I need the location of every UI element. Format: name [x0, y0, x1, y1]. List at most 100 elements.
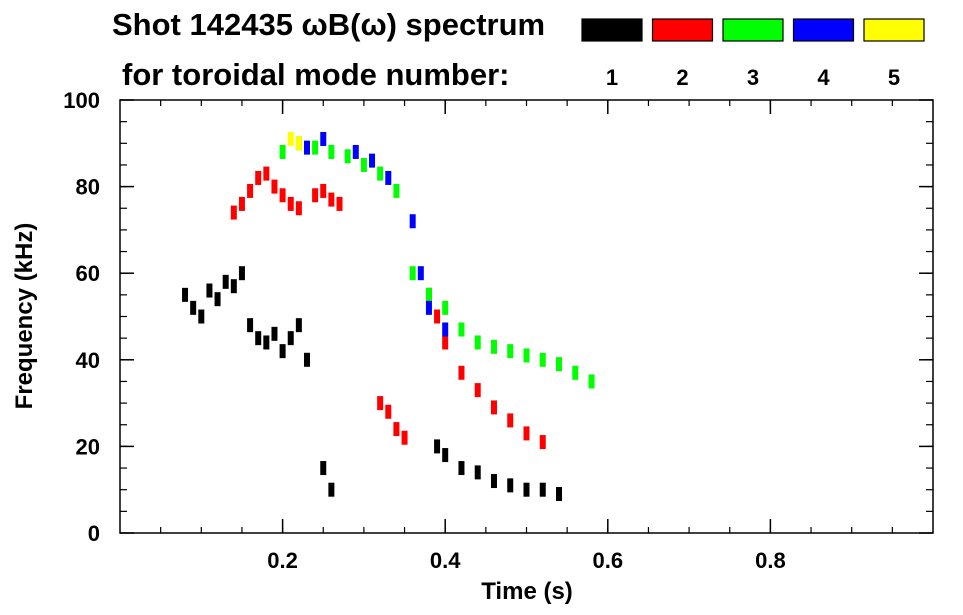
legend-label: 2	[676, 65, 688, 90]
spectrum-point	[507, 344, 514, 359]
spectrum-point	[442, 300, 449, 315]
y-tick-label: 0	[88, 521, 100, 546]
spectrum-point	[490, 339, 497, 354]
spectrum-point	[474, 335, 481, 350]
spectrum-point	[295, 318, 302, 333]
spectrum-point	[238, 266, 245, 281]
spectrum-point	[434, 439, 441, 454]
spectrum-point	[328, 482, 335, 497]
spectrum-point	[312, 188, 319, 203]
spectrum-point	[507, 413, 514, 428]
y-tick-label: 60	[76, 261, 100, 286]
spectrum-point	[490, 474, 497, 489]
spectrum-point	[425, 287, 432, 302]
spectrum-point	[417, 266, 424, 281]
spectrum-point	[247, 183, 254, 198]
spectrum-point	[238, 196, 245, 211]
spectrum-point	[279, 144, 286, 159]
spectrum-point	[377, 396, 384, 411]
spectrum-point	[182, 287, 189, 302]
spectrum-point	[507, 478, 514, 493]
spectrum-point	[539, 352, 546, 367]
y-tick-label: 40	[76, 348, 100, 373]
spectrum-point	[279, 188, 286, 203]
spectrum-point	[442, 448, 449, 463]
spectrum-point	[360, 157, 367, 172]
spectrum-point	[442, 335, 449, 350]
spectrum-point	[434, 309, 441, 324]
legend-label: 3	[747, 65, 759, 90]
plot-frame	[119, 99, 934, 534]
spectrum-point	[458, 322, 465, 337]
spectrum-point	[458, 461, 465, 476]
spectrum-point	[393, 183, 400, 198]
spectrum-point	[588, 374, 595, 389]
spectrum-point	[572, 365, 579, 380]
spectrum-point	[255, 170, 262, 185]
spectrum-point	[474, 383, 481, 398]
legend-label: 5	[888, 65, 900, 90]
spectrum-point	[230, 279, 237, 294]
chart-title: Shot 142435 ωB(ω) spectrum	[112, 7, 545, 42]
spectrum-point	[385, 170, 392, 185]
legend-swatch	[651, 18, 714, 42]
y-tick-label: 20	[76, 434, 100, 459]
spectrum-point	[409, 266, 416, 281]
spectrum-point	[336, 196, 343, 211]
legend-swatch	[792, 18, 855, 42]
spectrum-point	[287, 196, 294, 211]
spectrum-point	[377, 166, 384, 181]
spectrum-point	[320, 131, 327, 146]
spectrum-point	[271, 179, 278, 194]
data-marks	[182, 131, 595, 502]
spectrum-point	[474, 465, 481, 480]
legend-swatch	[581, 18, 643, 42]
spectrum-point	[385, 404, 392, 419]
spectrum-point	[401, 430, 408, 445]
spectrum-point	[206, 283, 213, 298]
spectrum-point	[230, 205, 237, 220]
spectrum-point	[328, 144, 335, 159]
spectrum-point	[539, 435, 546, 450]
legend-swatch	[863, 18, 925, 42]
spectrum-point	[523, 482, 530, 497]
y-tick-label: 100	[63, 88, 100, 113]
spectrum-point	[320, 183, 327, 198]
chart-subtitle: for toroidal mode number:	[122, 57, 510, 92]
x-tick-label: 0.8	[755, 548, 786, 573]
spectrum-point	[263, 166, 270, 181]
spectrum-point	[198, 309, 205, 324]
spectrum-point	[556, 357, 563, 372]
spectrum-point	[190, 300, 197, 315]
spectrum-point	[214, 292, 221, 307]
spectrum-point	[271, 326, 278, 341]
spectrum-point	[263, 335, 270, 350]
spectrum-point	[458, 365, 465, 380]
spectrum-point	[442, 322, 449, 337]
legend-swatch	[722, 18, 784, 42]
x-tick-label: 0.6	[593, 548, 624, 573]
x-tick-label: 0.4	[430, 548, 461, 573]
spectrum-point	[255, 331, 262, 346]
spectrum-point	[287, 131, 294, 146]
spectrum-point	[490, 400, 497, 415]
axis-ticks: 0.2 0.4 0.6 0.8 0 20 40 60 80 100	[63, 88, 933, 573]
spectrum-point	[539, 482, 546, 497]
spectrum-point	[393, 422, 400, 437]
spectrum-point	[523, 348, 530, 363]
legend-label: 4	[817, 65, 830, 90]
x-tick-label: 0.2	[267, 548, 298, 573]
spectrum-point	[303, 352, 310, 367]
spectrum-point	[425, 300, 432, 315]
spectrum-point	[369, 153, 376, 168]
legend-label: 1	[606, 65, 618, 90]
spectrum-point	[328, 192, 335, 207]
spectrum-point	[287, 331, 294, 346]
spectrum-point	[312, 140, 319, 155]
spectrum-point	[409, 214, 416, 229]
spectrum-point	[279, 344, 286, 359]
spectrum-point	[352, 144, 359, 159]
x-axis-label: Time (s)	[481, 578, 573, 605]
spectrum-point	[523, 426, 530, 441]
